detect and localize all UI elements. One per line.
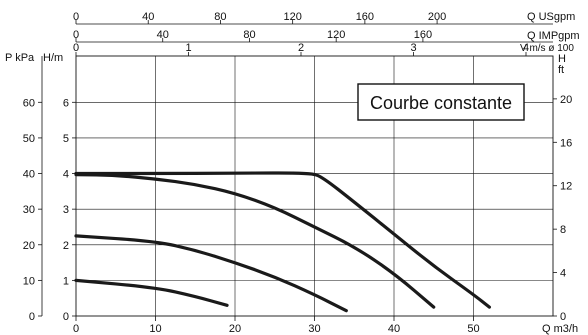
kpa-tick-label: 40: [23, 169, 35, 181]
velocity-tick-label: 0: [73, 42, 79, 54]
ft-label-part: ft: [558, 64, 564, 76]
velocity-tick-label: 3: [410, 42, 416, 54]
m-tick-label: 5: [63, 133, 69, 145]
ft-tick-label: 4: [560, 268, 566, 280]
impgpm-tick-label: 40: [157, 29, 169, 41]
axis-label-q-impgpm: Q IMPgpm: [527, 30, 580, 42]
usgpm-tick-label: 120: [283, 11, 301, 23]
tick-label-q-m3h: 0: [73, 323, 79, 335]
m-tick-label: 1: [63, 275, 69, 287]
ft-tick-label: 0: [560, 311, 566, 323]
pump-curve-3: [74, 173, 436, 309]
velocity-tick-label: 4: [523, 42, 529, 54]
usgpm-tick-label: 80: [214, 11, 226, 23]
annotation-box: Courbe constante: [357, 83, 525, 121]
axis-label-velocity: V m/s ø 100: [520, 43, 574, 54]
m-tick-label: 2: [63, 240, 69, 252]
ft-tick-label: 12: [560, 181, 572, 193]
kpa-tick-label: 0: [29, 311, 35, 323]
kpa-tick-label: 50: [23, 133, 35, 145]
kpa-tick-label: 30: [23, 204, 35, 216]
pump-curve-2: [74, 234, 348, 313]
m-tick-label: 3: [63, 204, 69, 216]
axis-label-h-m: H/m: [43, 52, 63, 64]
annotation-text: Courbe constante: [370, 93, 512, 113]
axis-label-q-m3h: Q m3/h: [542, 323, 578, 335]
usgpm-tick-label: 200: [428, 11, 446, 23]
kpa-tick-label: 20: [23, 240, 35, 252]
axis-label-q-usgpm: Q USgpm: [527, 11, 575, 23]
ft-tick-label: 16: [560, 137, 572, 149]
velocity-tick-label: 1: [185, 42, 191, 54]
usgpm-tick-label: 0: [73, 11, 79, 23]
velocity-tick-label: 2: [298, 42, 304, 54]
curve-layer: [74, 171, 491, 313]
usgpm-tick-label: 40: [142, 11, 154, 23]
m-tick-label: 4: [63, 169, 69, 181]
tick-label-q-m3h: 10: [149, 323, 161, 335]
impgpm-tick-label: 0: [73, 29, 79, 41]
tick-label-q-m3h: 40: [388, 323, 400, 335]
pump-curve-4: [74, 171, 491, 309]
usgpm-tick-label: 160: [356, 11, 374, 23]
tick-label-q-m3h: 50: [467, 323, 479, 335]
ft-tick-label: 8: [560, 224, 566, 236]
kpa-tick-label: 10: [23, 275, 35, 287]
pump-curve-1: [74, 278, 229, 307]
tick-label-q-m3h: 30: [308, 323, 320, 335]
m-tick-label: 6: [63, 97, 69, 109]
ft-label-part: H: [558, 53, 566, 65]
impgpm-tick-label: 80: [243, 29, 255, 41]
axis-label-p-kpa: P kPa: [5, 52, 35, 64]
m-tick-label: 0: [63, 311, 69, 323]
impgpm-tick-label: 160: [414, 29, 432, 41]
ft-tick-label: 20: [560, 94, 572, 106]
kpa-tick-label: 60: [23, 97, 35, 109]
impgpm-tick-label: 120: [327, 29, 345, 41]
tick-label-q-m3h: 20: [229, 323, 241, 335]
annotation-frame: [357, 83, 525, 121]
